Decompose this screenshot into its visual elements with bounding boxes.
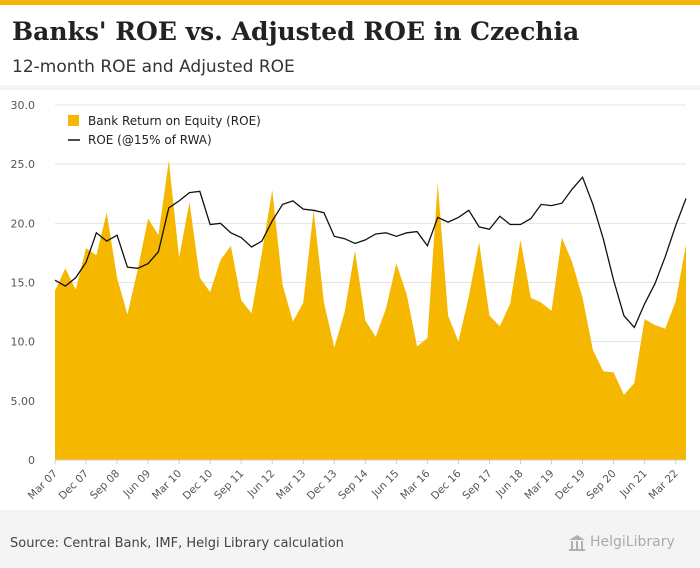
library-building-icon [569,535,585,551]
x-tick-label: Dec 19 [553,468,588,503]
legend-swatch-roe [68,115,79,126]
helgi-library-logo[interactable]: HelgiLibrary [568,532,692,556]
legend-label-adjusted-roe: ROE (@15% of RWA) [88,133,212,147]
y-tick-label: 30.0 [11,99,36,112]
x-tick-label: Sep 08 [88,468,122,502]
x-tick-label: Mar 07 [26,468,60,502]
x-tick-label: Sep 17 [460,468,494,502]
x-tick-label: Dec 13 [305,468,340,503]
x-tick-label: Mar 22 [646,468,680,502]
x-tick-label: Mar 16 [398,467,433,502]
legend: Bank Return on Equity (ROE) ROE (@15% of … [68,114,261,147]
x-tick-label: Dec 16 [429,467,464,502]
y-tick-label: 20.0 [11,217,36,230]
logo-text: HelgiLibrary [590,534,675,550]
legend-label-roe: Bank Return on Equity (ROE) [88,114,261,128]
y-tick-label: 10.0 [11,336,36,349]
chart-footer: Source: Central Bank, IMF, Helgi Library… [0,512,700,568]
adjusted-roe-line-series [54,175,687,329]
x-tick-label: Jun 18 [493,468,526,501]
roe-area-series [55,160,686,460]
x-tick-label: Jun 12 [245,468,278,501]
chart-title: Banks' ROE vs. Adjusted ROE in Czechia [12,17,580,46]
x-tick-label: Jun 21 [617,468,650,501]
x-tick-label: Dec 07 [56,468,91,503]
x-tick-label: Dec 10 [181,468,216,503]
chart-subtitle: 12-month ROE and Adjusted ROE [12,57,295,77]
y-tick-label: 15.0 [11,277,36,290]
x-tick-label: Sep 14 [336,467,371,502]
source-note: Source: Central Bank, IMF, Helgi Library… [10,536,344,551]
y-tick-label: 0 [28,454,35,467]
accent-bar [0,0,700,5]
chart-header: Banks' ROE vs. Adjusted ROE in Czechia 1… [0,5,700,85]
y-axis: 0 5.00 10.0 15.0 20.0 25.0 30.0 [11,99,36,467]
x-tick-label: Mar 13 [274,468,308,502]
x-tick-label: Mar 10 [150,468,184,502]
x-tick-label: Sep 11 [212,468,246,502]
x-tick-label: Mar 19 [522,468,556,502]
x-tick-label: Sep 20 [584,468,618,502]
x-tick-label: Jun 15 [369,468,402,501]
plot-panel: 0 5.00 10.0 15.0 20.0 25.0 30.0 Mar 07 Dec 07 Se… [0,90,700,510]
chart-marks [54,160,687,460]
x-tick-label: Jun 09 [121,468,154,501]
y-tick-label: 25.0 [11,158,36,171]
y-tick-label: 5.00 [11,395,36,408]
